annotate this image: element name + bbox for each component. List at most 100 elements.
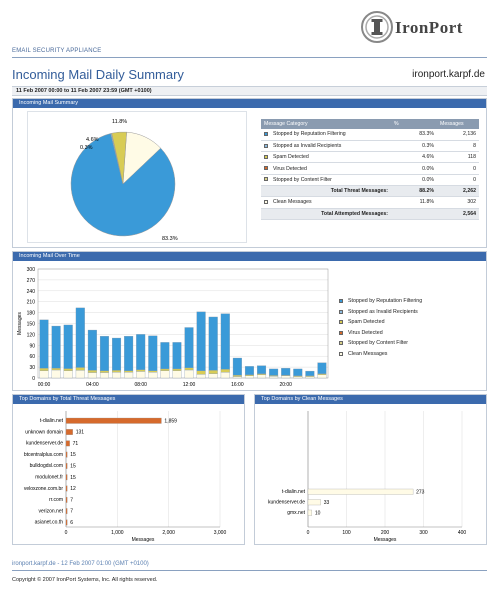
bar-segment bbox=[244, 374, 254, 376]
bar bbox=[65, 496, 68, 503]
bar-segment bbox=[184, 367, 194, 371]
x-tick-label: 0 bbox=[65, 530, 68, 536]
top-clean-domains-section: Top Domains by Clean Messages 0 100 200 300… bbox=[254, 394, 487, 545]
pie-label-clean: 11.8% bbox=[112, 119, 127, 125]
y-tick-label: 150 bbox=[27, 322, 36, 328]
legend-label: Stopped by Content Filter bbox=[348, 340, 409, 347]
row-pct: 88.2% bbox=[391, 185, 437, 198]
row-pct bbox=[391, 208, 437, 220]
value-label: 15 bbox=[70, 475, 76, 481]
bar-segment bbox=[172, 368, 182, 371]
bar-segment bbox=[136, 369, 146, 372]
row-pct: 83.3% bbox=[391, 129, 437, 141]
bar-segment bbox=[220, 369, 230, 373]
color-swatch bbox=[264, 166, 268, 171]
bar-segment bbox=[136, 371, 146, 379]
category-label: kundenserver.de bbox=[26, 441, 63, 447]
row-count: 8 bbox=[437, 140, 479, 153]
category-label: t-dialin.net bbox=[40, 418, 64, 424]
total-threat-row: Total Threat Messages: 88.2% 2,262 bbox=[261, 185, 479, 198]
bar-segment bbox=[51, 368, 61, 371]
y-tick-label: 270 bbox=[27, 278, 36, 284]
value-label: 12 bbox=[70, 486, 76, 492]
value-label: 15 bbox=[70, 452, 76, 458]
bar-segment bbox=[269, 368, 279, 376]
legend-item: Stopped as Invalid Recipients bbox=[339, 307, 422, 318]
bar-segment bbox=[172, 370, 182, 379]
total-attempted-row: Total Attempted Messages: 2,564 bbox=[261, 208, 479, 220]
bar-segment bbox=[148, 370, 158, 373]
x-tick-label: 300 bbox=[419, 530, 428, 536]
x-tick-label: 3,000 bbox=[214, 530, 227, 536]
row-count: 0 bbox=[437, 174, 479, 186]
category-label: btcentralplus.com bbox=[24, 452, 63, 458]
bar-segment bbox=[305, 376, 315, 379]
chart-legend: Stopped by Reputation Filtering Stopped a… bbox=[339, 296, 422, 359]
bar-segment bbox=[136, 334, 146, 370]
bar-segment bbox=[63, 324, 73, 369]
bar-segment bbox=[87, 329, 97, 371]
y-tick-label: 90 bbox=[29, 343, 35, 349]
mail-over-time-chart: 0 30 60 90 120 150 180 210 240 270 300 00:00 04:00 08… bbox=[17, 267, 329, 388]
x-tick-label: 04:00 bbox=[86, 382, 99, 388]
legend-item: Stopped by Reputation Filtering bbox=[339, 296, 422, 307]
y-tick-label: 210 bbox=[27, 300, 36, 306]
bar-segment bbox=[148, 372, 158, 379]
row-pct: 0.0% bbox=[391, 162, 437, 175]
column-header: Messages bbox=[437, 119, 479, 129]
legend-label: Spam Detected bbox=[348, 319, 385, 326]
bar-segment bbox=[124, 336, 134, 371]
value-label: 1,859 bbox=[164, 418, 177, 424]
bar bbox=[65, 485, 68, 492]
x-tick-label: 20:00 bbox=[279, 382, 292, 388]
row-label: Stopped by Reputation Filtering bbox=[273, 131, 346, 138]
y-tick-label: 30 bbox=[29, 365, 35, 371]
x-tick-label: 100 bbox=[342, 530, 351, 536]
clean-domains-chart: 0 100 200 300 400 t-dialin.net 273 kundenserver… bbox=[268, 411, 466, 543]
category-label: gmx.net bbox=[287, 510, 305, 516]
table-row: Stopped by Content Filter 0.0% 0 bbox=[261, 174, 479, 186]
category-label: modulonet.fr bbox=[35, 475, 63, 481]
bar-segment bbox=[184, 327, 194, 368]
value-label: 33 bbox=[324, 500, 330, 506]
x-axis-label: Messages bbox=[132, 537, 155, 543]
legend-label: Stopped as Invalid Recipients bbox=[348, 308, 418, 315]
bar-segment bbox=[112, 372, 122, 379]
category-label: asianet.co.th bbox=[35, 520, 64, 526]
x-tick-label: 08:00 bbox=[134, 382, 147, 388]
bar-segment bbox=[257, 374, 267, 379]
row-label: Total Threat Messages: bbox=[261, 185, 391, 198]
value-label: 7 bbox=[70, 509, 73, 515]
section-title: Top Domains by Clean Messages bbox=[255, 395, 486, 404]
bar-segment bbox=[208, 316, 218, 371]
legend-swatch bbox=[339, 351, 343, 356]
bar-segment bbox=[257, 373, 267, 375]
legend-swatch bbox=[339, 309, 343, 314]
bar-segment bbox=[220, 313, 230, 370]
color-swatch bbox=[264, 143, 268, 148]
bar-segment bbox=[112, 337, 122, 371]
color-swatch bbox=[264, 200, 268, 205]
bar-segment bbox=[63, 370, 73, 379]
row-label: Spam Detected bbox=[273, 154, 309, 161]
bar-segment bbox=[51, 325, 61, 369]
x-tick-label: 200 bbox=[381, 530, 390, 536]
category-label: verizon.net bbox=[39, 508, 64, 514]
bar bbox=[65, 417, 162, 424]
y-tick-label: 60 bbox=[29, 354, 35, 360]
table-row: Virus Detected 0.0% 0 bbox=[261, 162, 479, 175]
bar bbox=[65, 463, 68, 469]
bar-segment bbox=[196, 311, 206, 371]
bar bbox=[65, 519, 68, 526]
legend-swatch bbox=[339, 341, 343, 346]
row-label: Stopped as Invalid Recipients bbox=[273, 142, 342, 149]
row-count: 302 bbox=[437, 196, 479, 209]
bar-segment bbox=[124, 370, 134, 373]
y-tick-label: 0 bbox=[32, 376, 35, 382]
bar-segment bbox=[160, 370, 170, 379]
bar-segment bbox=[172, 342, 182, 370]
y-tick-label: 180 bbox=[27, 311, 36, 317]
bar-segment bbox=[317, 373, 327, 375]
footer-host-line: ironport.karpf.de - 12 Feb 2007 01:00 (G… bbox=[12, 561, 149, 567]
bar bbox=[65, 451, 68, 458]
